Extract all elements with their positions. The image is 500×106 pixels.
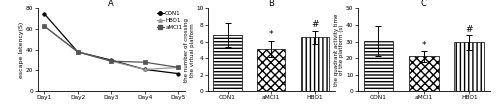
Text: #: #	[466, 25, 473, 34]
Bar	[214, 35, 242, 91]
Y-axis label: the quadrant activity time
of the platform (s): the quadrant activity time of the platfo…	[334, 14, 344, 86]
Title: B: B	[268, 0, 274, 8]
Title: A: A	[108, 0, 114, 8]
Title: C: C	[421, 0, 426, 8]
Text: #: #	[311, 20, 318, 29]
Text: *: *	[422, 41, 426, 50]
Legend: CON1, HBO1, aMCI1: CON1, HBO1, aMCI1	[154, 9, 184, 32]
Text: *: *	[269, 30, 274, 39]
Y-axis label: escape latency(S): escape latency(S)	[20, 22, 24, 78]
Bar	[364, 41, 393, 91]
Bar	[257, 49, 286, 91]
Bar	[454, 42, 484, 91]
Bar	[301, 37, 329, 91]
Bar	[409, 56, 438, 91]
Y-axis label: the number of crossing
the virtual platform: the number of crossing the virtual platf…	[184, 18, 194, 82]
